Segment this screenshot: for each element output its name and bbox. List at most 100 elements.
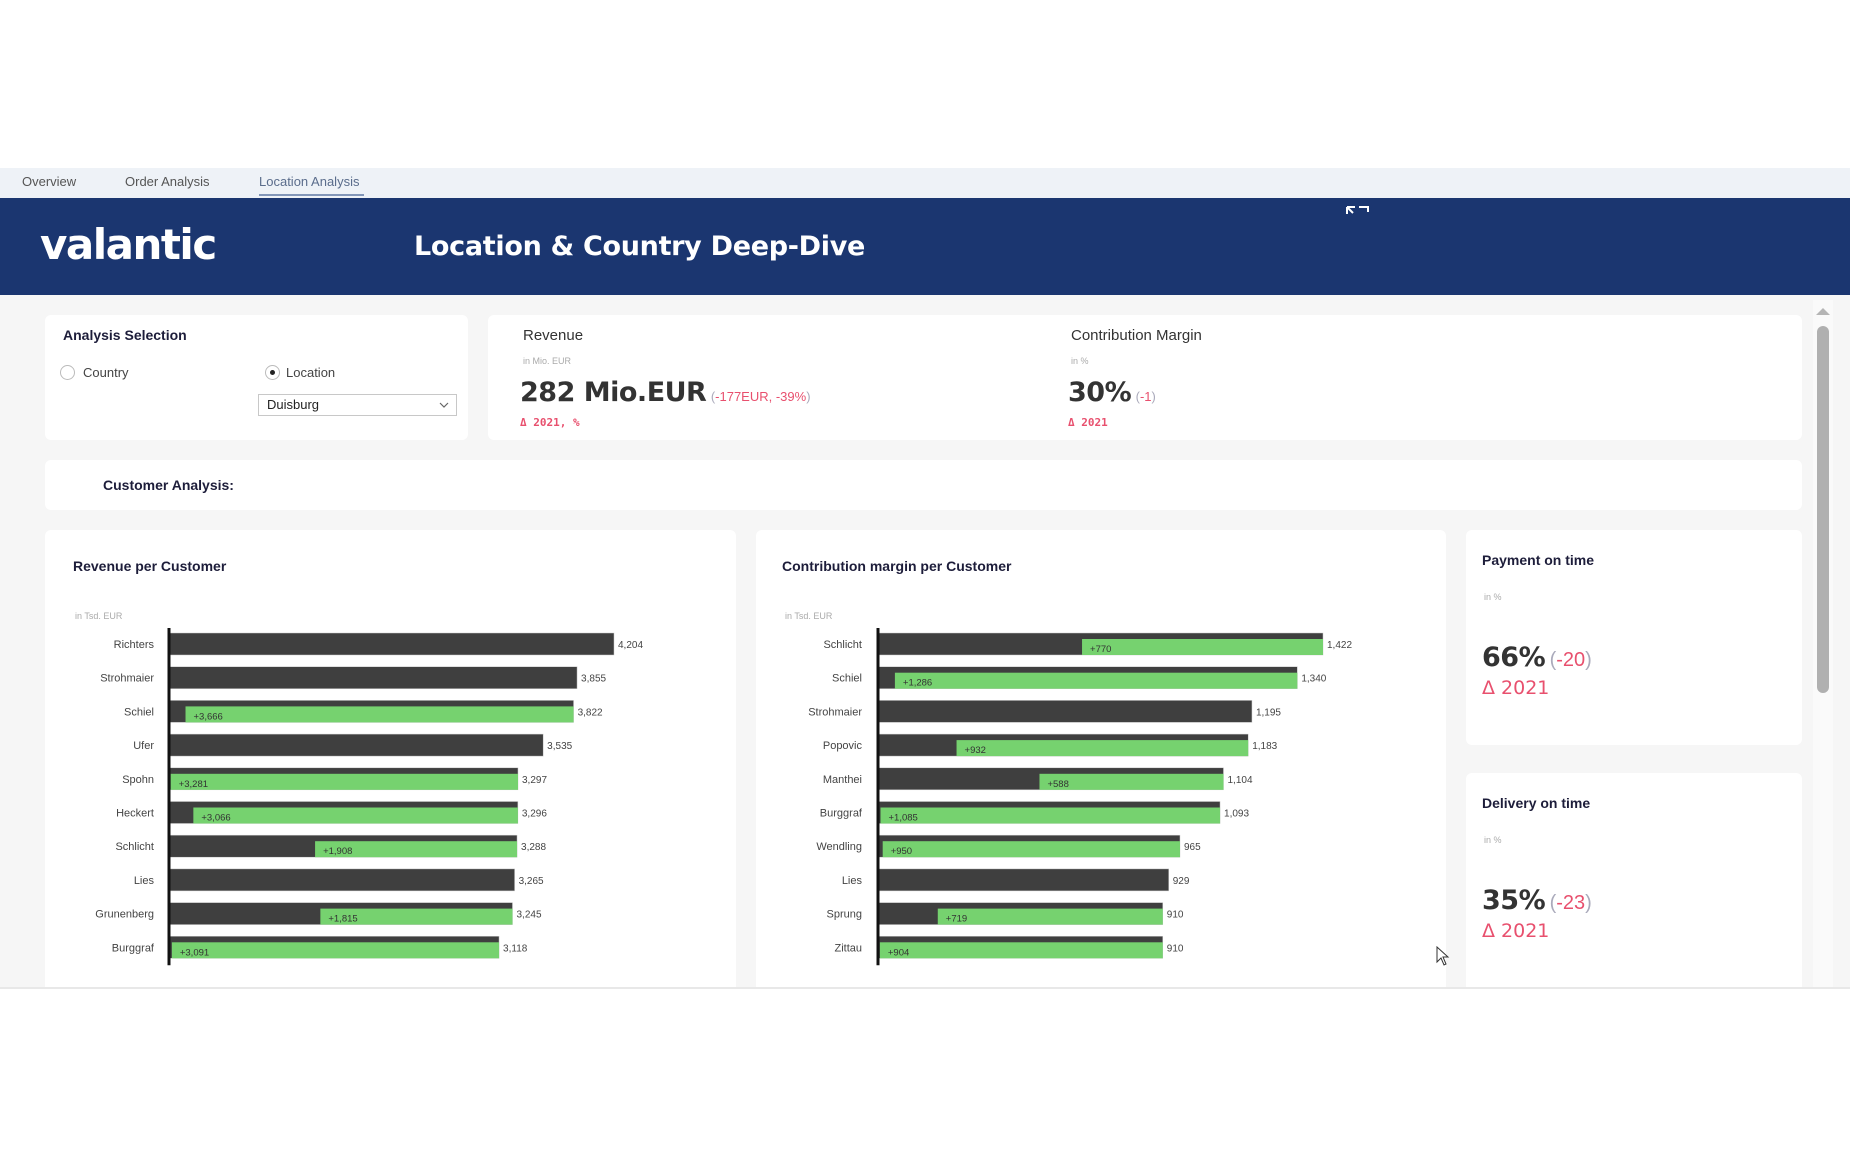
revenue-per-customer-card: Revenue per Customer in Tsd. EUR Richter… [45, 530, 736, 987]
header-banner: valantic Location & Country Deep-Dive [0, 198, 1850, 295]
customer-analysis-band: Customer Analysis: [45, 460, 1802, 510]
delivery-value-row: 35% (-23) [1482, 885, 1592, 916]
tab-overview[interactable]: Overview [22, 174, 77, 189]
payment-unit: in % [1484, 592, 1502, 602]
delivery-value: 35% [1482, 885, 1546, 916]
paren: ( [1549, 649, 1557, 671]
country-radio[interactable] [60, 365, 75, 380]
location-dropdown-value: Duisburg [267, 397, 320, 412]
delta-label: +770 [1090, 644, 1111, 655]
delta-label: +950 [891, 846, 912, 857]
base-bar [877, 868, 1169, 892]
location-radio[interactable] [265, 365, 280, 380]
category-label: Schiel [832, 673, 862, 685]
value-label: 3,265 [519, 876, 544, 887]
contribution-margin-value: 30% [1068, 377, 1132, 408]
value-label: 4,204 [618, 640, 643, 651]
revenue-per-customer-chart: Richters 4,204 Strohmaier 3,855 Schiel +3,666… [95, 628, 643, 966]
category-label: Wendling [816, 841, 862, 853]
paren: ( [710, 389, 716, 404]
contribution-margin-delta-caption: Δ 2021 [1068, 416, 1108, 429]
value-label: 1,104 [1227, 775, 1252, 786]
bar-row: Ufer 3,535 [133, 733, 573, 757]
value-label: 1,340 [1301, 674, 1326, 685]
category-label: Lies [842, 875, 863, 887]
bar-row: Manthei +588 1,104 [823, 767, 1253, 791]
dashboard-content: Analysis Selection Country Location Duis… [0, 295, 1850, 989]
delta-label: +3,666 [194, 711, 223, 722]
scrollbar-thumb[interactable] [1817, 326, 1829, 693]
payment-delta: -20 [1556, 649, 1586, 671]
value-label: 3,535 [547, 741, 572, 752]
value-label: 1,422 [1327, 640, 1352, 651]
payment-title: Payment on time [1482, 552, 1595, 568]
vertical-scrollbar[interactable] [1813, 300, 1833, 987]
paren: ) [806, 389, 811, 404]
bar-row: Zittau +904 910 [834, 936, 1184, 959]
value-label: 965 [1184, 842, 1201, 853]
delta-bar [1082, 639, 1323, 655]
scroll-up-arrow-icon[interactable] [1816, 308, 1830, 315]
category-label: Lies [134, 875, 155, 887]
delivery-on-time-card: Delivery on time in % 35% (-23) Δ 2021 [1466, 773, 1802, 987]
location-dropdown[interactable]: Duisburg [258, 394, 457, 416]
revenue-value: 282 Mio.EUR [520, 377, 707, 408]
category-label: Ufer [133, 740, 154, 752]
value-label: 929 [1173, 876, 1190, 887]
exit-fullscreen-icon[interactable] [1345, 204, 1371, 218]
bar-row: Strohmaier 3,855 [100, 666, 607, 689]
delivery-unit: in % [1484, 835, 1502, 845]
delta-bar [894, 672, 1298, 689]
delta-label: +588 [1047, 779, 1068, 790]
payment-value: 66% [1482, 642, 1546, 673]
chart-unit-label: in Tsd. EUR [75, 611, 123, 621]
delta-label: +3,066 [201, 813, 230, 824]
value-label: 1,183 [1252, 741, 1277, 752]
delta-bar [1039, 773, 1224, 790]
delta-bar [880, 807, 1221, 824]
payment-delta-caption: Δ 2021 [1482, 677, 1550, 699]
delivery-delta: -23 [1556, 892, 1586, 914]
tab-location-analysis[interactable]: Location Analysis [259, 174, 360, 189]
bar-row: Burggraf +3,091 3,118 [112, 936, 528, 959]
bar-row: Heckert +3,066 3,296 [116, 801, 547, 824]
country-radio-label[interactable]: Country [83, 365, 129, 380]
delta-label: +1,908 [323, 846, 352, 857]
analysis-selection-title: Analysis Selection [63, 327, 187, 343]
category-label: Spohn [122, 774, 154, 786]
delta-label: +719 [946, 914, 967, 925]
value-label: 3,296 [522, 809, 547, 820]
category-label: Sprung [827, 909, 862, 921]
value-label: 3,297 [522, 775, 547, 786]
bar-row: Lies 3,265 [134, 868, 544, 892]
base-bar [168, 868, 515, 892]
value-label: 910 [1167, 910, 1184, 921]
category-label: Schlicht [115, 841, 154, 853]
bar-row: Burggraf +1,085 1,093 [820, 801, 1250, 824]
base-bar [877, 700, 1253, 723]
revenue-unit: in Mio. EUR [523, 356, 572, 366]
bar-row: Lies 929 [842, 868, 1190, 892]
delivery-delta-caption: Δ 2021 [1482, 920, 1550, 942]
paren: ) [1151, 389, 1156, 404]
tab-bar: Overview Order Analysis Location Analysi… [0, 168, 1850, 198]
valantic-logo: valantic [40, 220, 217, 269]
tab-order-analysis[interactable]: Order Analysis [125, 174, 210, 189]
category-label: Manthei [823, 774, 862, 786]
revenue-label: Revenue [523, 327, 584, 344]
payment-value-row: 66% (-20) [1482, 642, 1592, 673]
bar-row: Strohmaier 1,195 [808, 700, 1281, 723]
delta-bar [937, 908, 1163, 925]
contribution-margin-unit: in % [1071, 356, 1089, 366]
category-label: Grunenberg [95, 909, 154, 921]
value-label: 910 [1167, 943, 1184, 954]
category-label: Burggraf [820, 808, 863, 820]
value-label: 1,195 [1256, 707, 1281, 718]
base-bar [168, 733, 544, 757]
category-label: Schiel [124, 706, 154, 718]
bar-row: Schiel +1,286 1,340 [832, 666, 1327, 689]
location-radio-label[interactable]: Location [286, 365, 336, 380]
paren: ( [1549, 892, 1557, 914]
contribution-margin-per-customer-chart: Schlicht +770 1,422 Schiel +1,286 1,340 Strohm… [808, 628, 1352, 966]
base-bar [168, 666, 578, 689]
